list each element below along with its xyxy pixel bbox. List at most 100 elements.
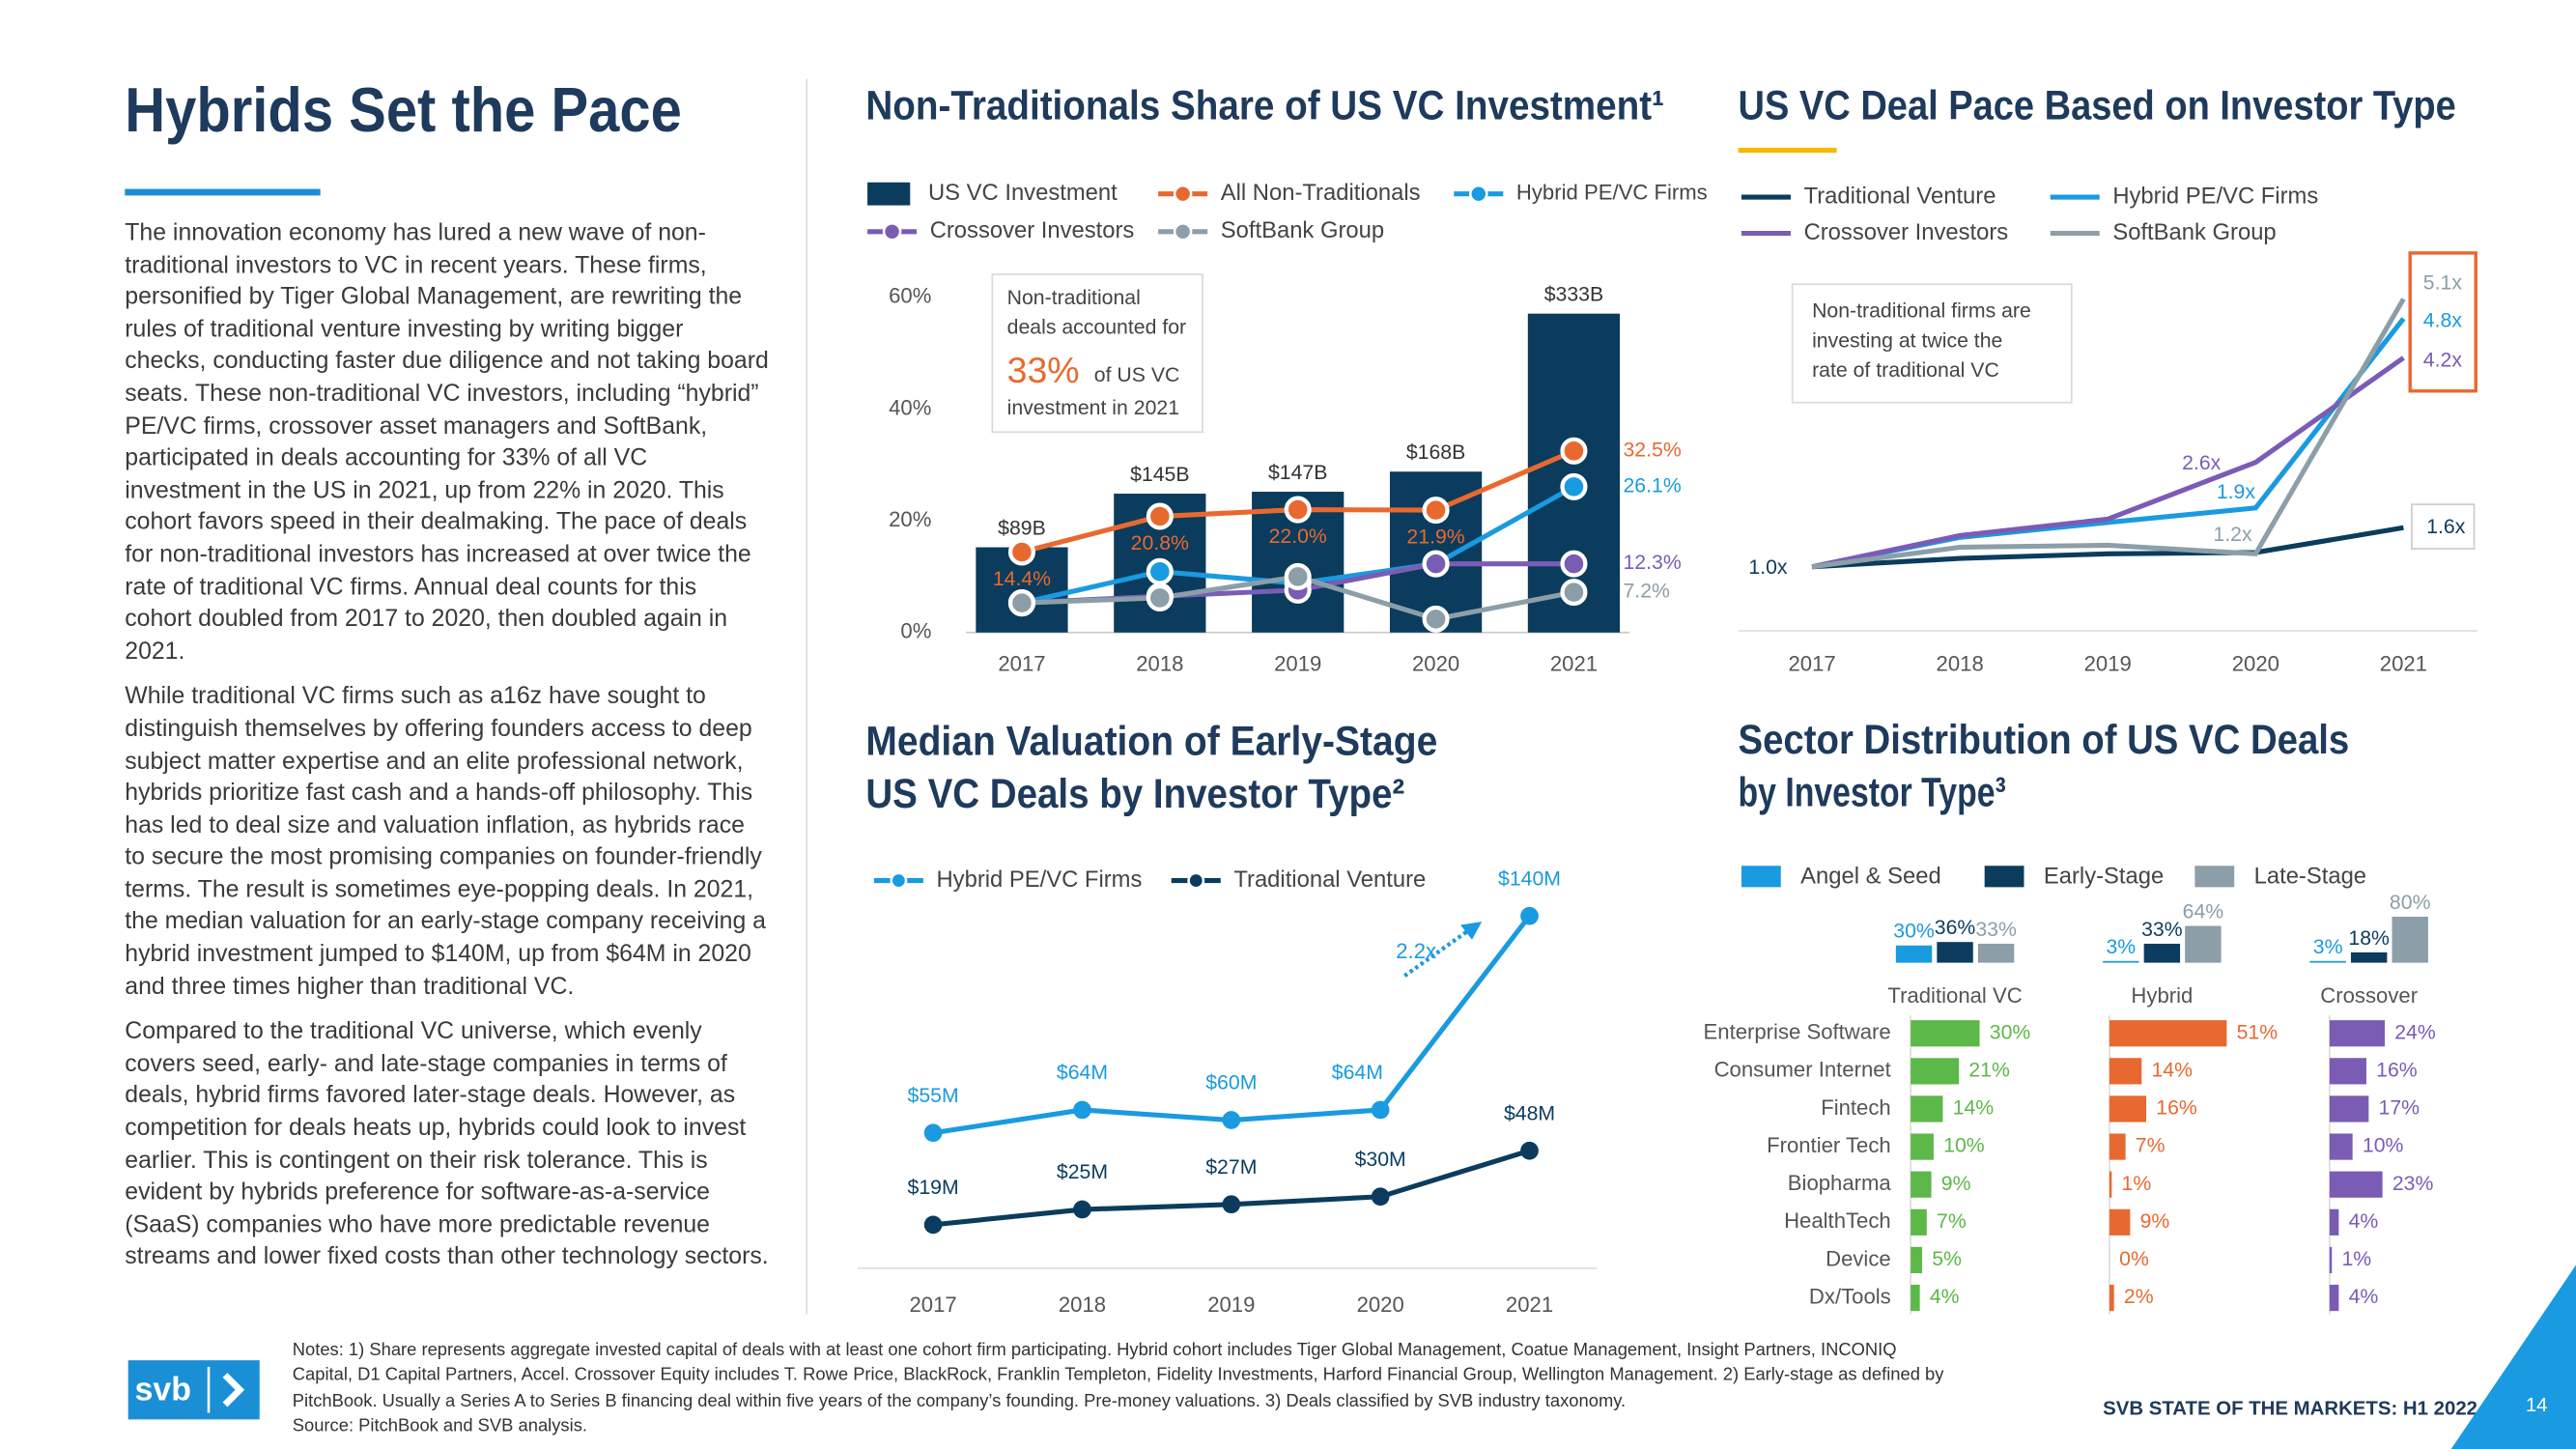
value-label: 9% (1941, 1172, 1971, 1195)
value-label: 80% (2390, 891, 2431, 914)
annotation: investment in 2021 (1007, 396, 1179, 419)
value-label: 23% (2392, 1172, 2434, 1195)
bar (2109, 1020, 2227, 1047)
marker (1520, 1141, 1539, 1160)
chart-title: Non-Traditionals Share of US VC Investme… (865, 83, 1664, 128)
value-label: 1% (2341, 1247, 2371, 1270)
bar-value-label: $168B (1406, 440, 1465, 464)
annotation: investing at twice the (1812, 328, 2002, 352)
x-tick-label: 2021 (2380, 652, 2427, 676)
annotation: rate of traditional VC (1812, 358, 1999, 382)
value-label: 4% (2349, 1285, 2379, 1308)
value-label: 4.8x (2423, 309, 2463, 332)
value-label: 5.1x (2423, 271, 2463, 295)
value-label: 0% (2119, 1247, 2149, 1270)
logo-chevron (222, 1373, 245, 1407)
bar (2329, 1208, 2339, 1236)
stage-bar (1895, 945, 1933, 963)
legend-label: Hybrid PE/VC Firms (1516, 181, 1708, 205)
chart-title: Median Valuation of Early-Stage (865, 720, 1437, 765)
value-label: 2% (2124, 1285, 2154, 1308)
value-label: 36% (1935, 916, 1976, 939)
marker (1422, 497, 1450, 525)
value-label: $64M (1057, 1061, 1108, 1084)
value-label: 33% (1975, 918, 2017, 941)
bar (2329, 1246, 2333, 1274)
x-tick-label: 2021 (1506, 1293, 1553, 1317)
notes: Notes: 1) Share represents aggregate inv… (293, 1339, 1952, 1439)
value-label: $64M (1332, 1061, 1383, 1084)
marker (1073, 1100, 1091, 1120)
legend-marker (882, 222, 902, 242)
legend-swatch (2194, 866, 2235, 888)
marker (1146, 557, 1174, 585)
legend-marker (1173, 222, 1193, 242)
chart-title: US VC Deal Pace Based on Investor Type (1739, 83, 2456, 128)
series-line (932, 914, 1532, 1136)
category-label: Device (1826, 1246, 1891, 1270)
value-label: 30% (1990, 1020, 2031, 1043)
annotation-arrowhead (1460, 922, 1483, 940)
x-tick-label: 2020 (1412, 652, 1459, 676)
value-label: 22.0% (1269, 525, 1327, 548)
annotation: 2.2x (1396, 939, 1436, 963)
title-underline (1738, 148, 1837, 154)
title-underline (125, 188, 321, 196)
bar (2329, 1058, 2366, 1085)
value-label: 14% (1953, 1096, 1995, 1120)
legend-label: Hybrid PE/VC Firms (2112, 183, 2318, 209)
bar (1911, 1095, 1943, 1122)
value-label: 26.1% (1623, 473, 1681, 497)
value-label: 14.4% (993, 567, 1051, 590)
paragraph: The innovation economy has lured a new w… (125, 219, 769, 666)
marker (1007, 589, 1035, 617)
value-label: 17% (2379, 1096, 2420, 1120)
bar (1911, 1208, 1927, 1236)
bar (2329, 1095, 2369, 1122)
legend-label: SoftBank Group (1221, 217, 1384, 243)
x-tick-label: 2019 (2084, 652, 2132, 676)
marker (923, 1123, 943, 1143)
marker (1146, 583, 1174, 611)
bar (1911, 1284, 1920, 1312)
stage-bar (2143, 943, 2181, 963)
page-title: Hybrids Set the Pace (125, 75, 682, 145)
value-label: 10% (2363, 1134, 2404, 1157)
value-label: 16% (2156, 1096, 2197, 1120)
group-label: Traditional VC (1887, 983, 2022, 1008)
logo-text: svb (134, 1371, 191, 1407)
marker (923, 1215, 943, 1235)
paragraph: While traditional VC firms such as a16z … (125, 684, 766, 1001)
value-label: 1.9x (2217, 480, 2256, 503)
marker (1284, 496, 1312, 524)
annotation: Non-traditional firms are (1812, 299, 2031, 323)
value-label: 21% (1968, 1058, 2010, 1081)
legend-label: Early-Stage (2044, 863, 2164, 889)
legend-marker (890, 871, 908, 890)
legend-label: SoftBank Group (2112, 219, 2276, 245)
value-label: $55M (908, 1084, 959, 1107)
y-tick-label: 0% (900, 619, 931, 643)
highlight-box (2411, 503, 2476, 550)
category-label: Dx/Tools (1809, 1284, 1891, 1308)
bar (2109, 1095, 2147, 1122)
page-number: 14 (2526, 1395, 2548, 1416)
marker (1520, 906, 1539, 925)
value-label: 12.3% (1623, 551, 1681, 574)
value-label: $25M (1057, 1160, 1108, 1183)
value-label: 24% (2394, 1020, 2436, 1043)
value-label: 4% (2349, 1209, 2379, 1233)
bar (2329, 1020, 2386, 1047)
legend-swatch (867, 182, 911, 206)
value-label: 1% (2122, 1172, 2152, 1195)
legend-swatch (1984, 866, 2024, 888)
bar (2329, 1171, 2383, 1198)
marker (1560, 550, 1588, 578)
stage-bar (1977, 943, 2015, 963)
marker (1371, 1100, 1390, 1120)
legend-marker (1469, 184, 1488, 204)
bar-value-label: $145B (1130, 463, 1189, 486)
legend-marker (1173, 184, 1193, 204)
